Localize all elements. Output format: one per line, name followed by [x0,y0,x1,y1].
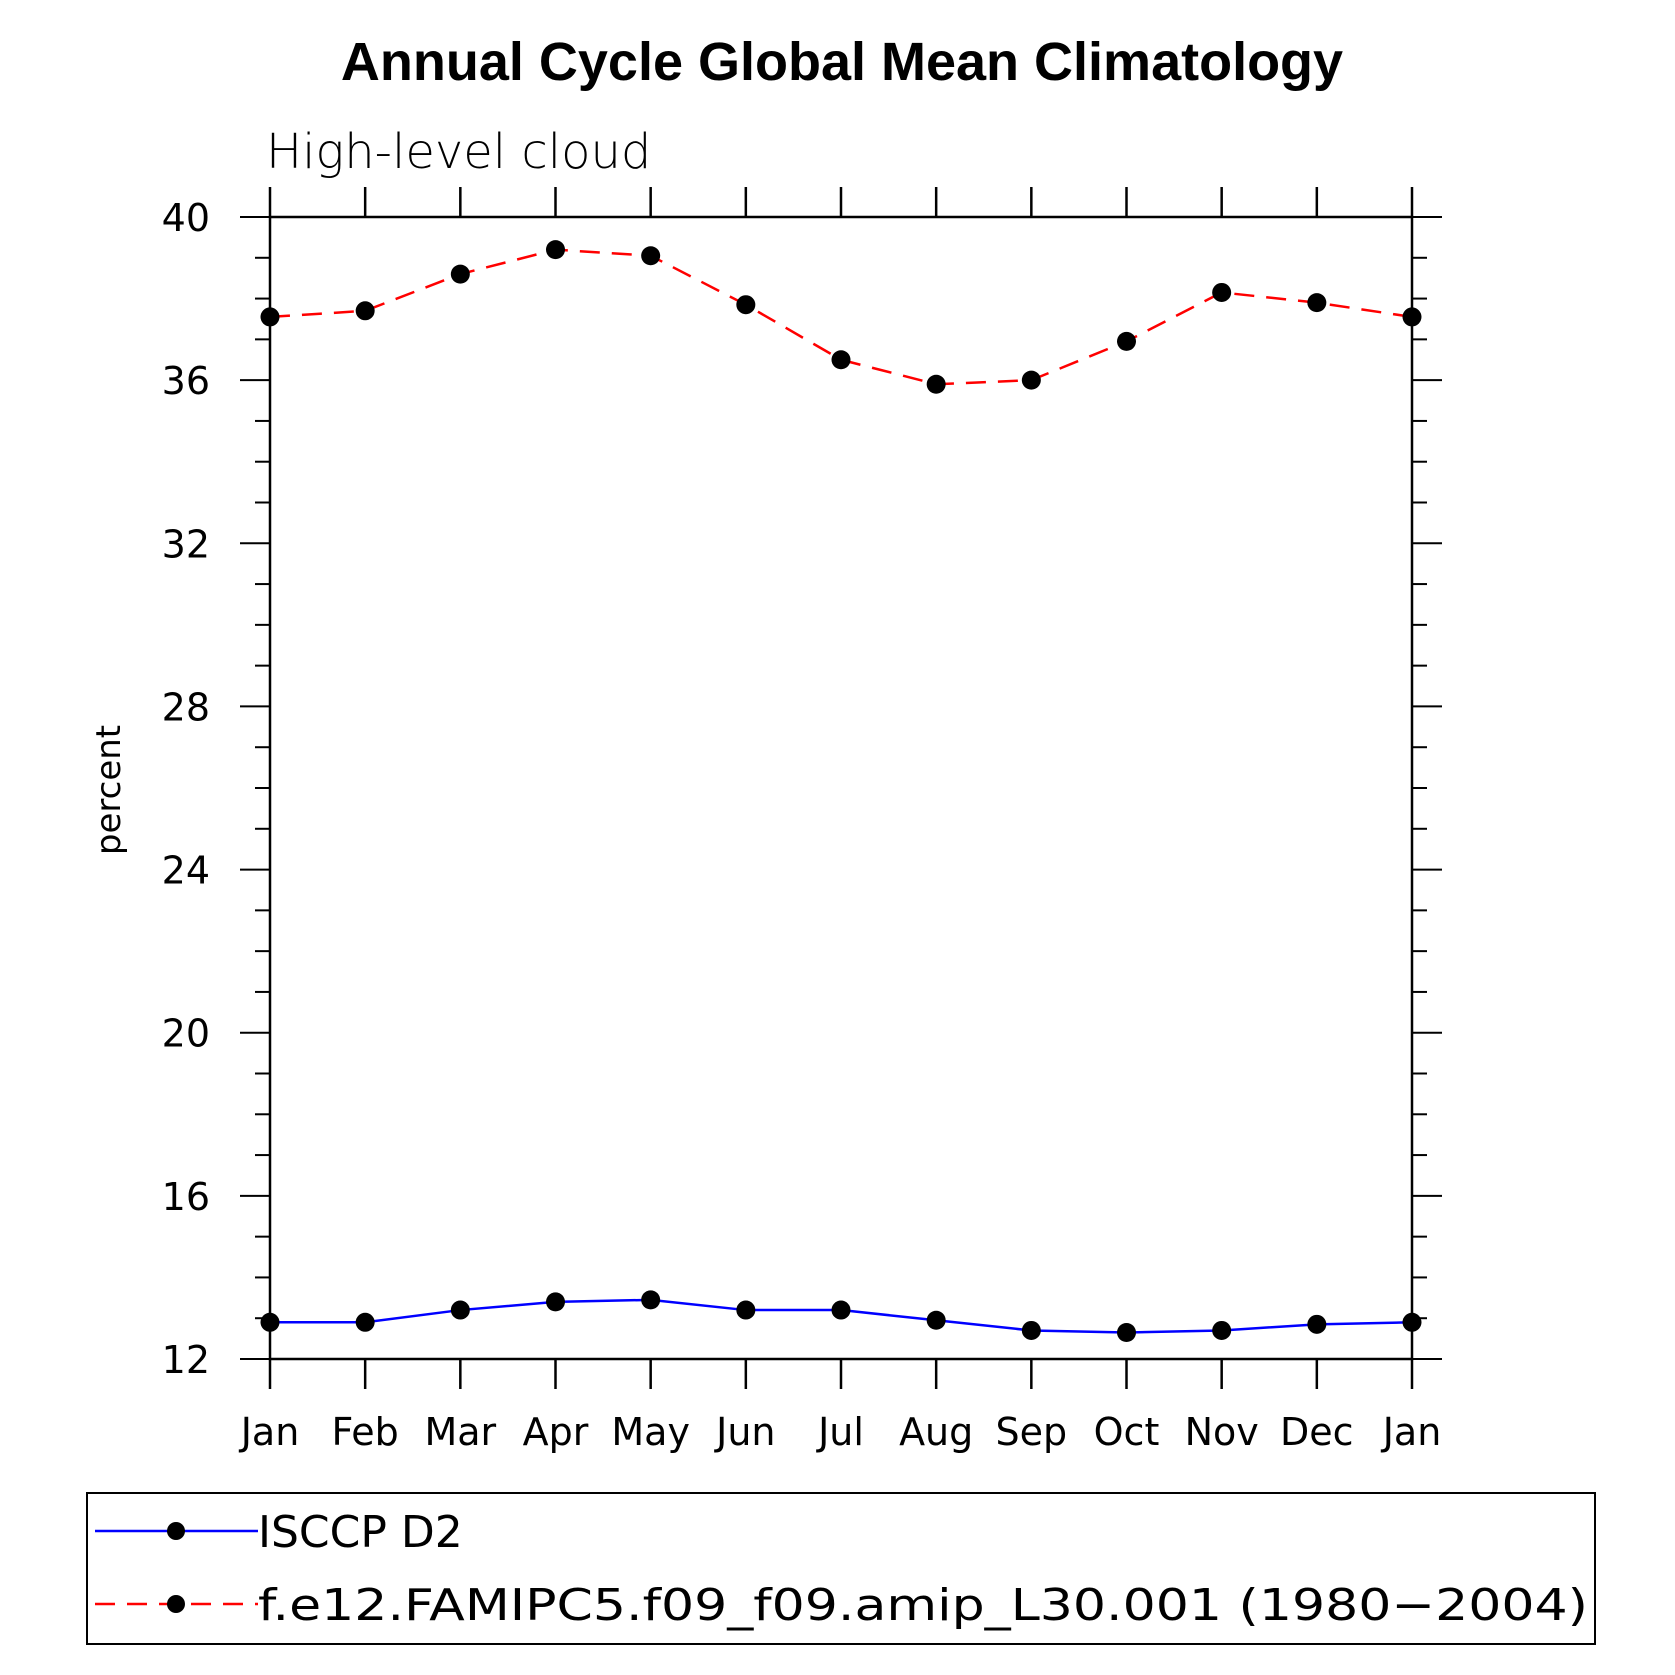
y-tick-label: 16 [162,1175,210,1219]
y-tick-label: 20 [162,1012,210,1056]
series-0-point [736,1300,756,1320]
x-tick-label: Jan [1381,1410,1442,1454]
series-1-point [450,264,470,284]
x-tick-label: Jun [714,1410,775,1454]
y-tick-label: 32 [162,522,210,566]
y-tick-label: 28 [162,685,210,729]
series-1-point [1021,370,1041,390]
x-tick-label: Jan [239,1410,300,1454]
legend-marker-model [167,1595,185,1613]
x-tick-label: Aug [899,1410,973,1454]
series-0-point [926,1310,946,1330]
series-1-point [1212,282,1232,302]
legend: ISCCP D2 f.e12.FAMIPC5.f09_f09.amip_L30.… [86,1492,1596,1645]
series-0-point [260,1312,280,1332]
legend-label-isccp: ISCCP D2 [258,1507,463,1558]
y-tick-label: 40 [162,196,210,240]
series-0-point [546,1292,565,1312]
series-1-point [736,295,756,315]
series-1-point [546,240,565,260]
series-1-point [260,307,280,327]
series-1-point [1307,293,1327,313]
series-0-point [831,1300,851,1320]
series-0-point [1402,1312,1422,1332]
series-1-point [1117,331,1136,351]
legend-marker-isccp [167,1522,185,1540]
x-tick-label: May [611,1410,690,1454]
series-1-point [641,246,661,266]
x-tick-label: Nov [1185,1410,1259,1454]
series-1-point [1402,307,1422,327]
y-axis-label: percent [89,725,129,855]
x-tick-label: Mar [424,1410,496,1454]
y-tick-label: 12 [162,1338,210,1382]
series-0-point [641,1290,661,1310]
x-tick-label: Dec [1280,1410,1354,1454]
series-1-point [831,350,851,370]
series-0-point [1117,1322,1136,1342]
x-tick-label: Feb [332,1410,399,1454]
x-tick-label: Oct [1094,1410,1160,1454]
chart-title: Annual Cycle Global Mean Climatology [341,32,1343,92]
series-1-point [926,374,946,394]
x-tick-label: Jul [816,1410,864,1454]
axes-layer: Jan Feb Mar Apr May Jun Jul Aug Sep Oct Nov Dec Jan 1… [162,187,1442,1454]
series-0-point [1307,1314,1327,1334]
y-tick-label: 36 [162,359,210,403]
legend-label-model: f.e12.FAMIPC5.f09_f09.amip_L30.001 (1980… [258,1580,1588,1631]
y-tick-label: 24 [162,849,210,893]
x-tick-label: Apr [523,1410,589,1454]
x-tick-label: Sep [996,1410,1068,1454]
series-layer [260,240,1422,1342]
series-0-point [355,1312,375,1332]
series-0-point [450,1300,470,1320]
series-0-point [1021,1320,1041,1340]
series-0-point [1212,1320,1232,1340]
series-1-point [355,301,375,321]
legend-box [86,1492,1596,1645]
chart-subtitle: High-level cloud [266,124,651,180]
